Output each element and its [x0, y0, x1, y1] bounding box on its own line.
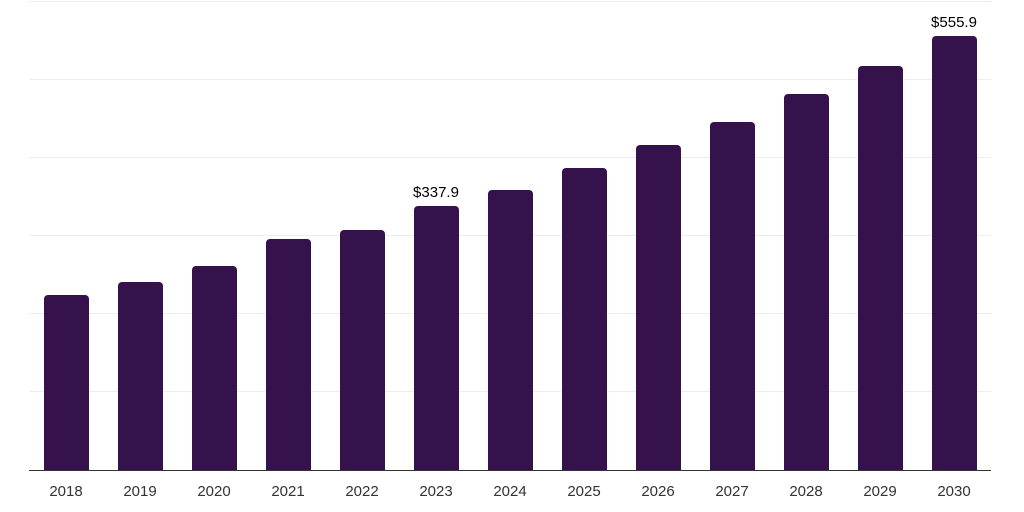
bar-2020	[191, 265, 237, 470]
bar-2022	[339, 229, 385, 470]
gridline	[29, 1, 991, 2]
bar-value-label-2023: $337.9	[413, 184, 459, 202]
x-tick-label-2020: 2020	[197, 483, 231, 500]
x-tick-label-2024: 2024	[493, 483, 527, 500]
bar-value-label-2030: $555.9	[931, 14, 977, 32]
x-tick-label-2025: 2025	[567, 483, 601, 500]
bar-2025	[561, 168, 607, 470]
x-tick-label-2029: 2029	[863, 483, 897, 500]
bar-2019	[117, 282, 163, 470]
x-tick-label-2023: 2023	[419, 483, 453, 500]
x-tick-label-2028: 2028	[789, 483, 823, 500]
bar-2021	[265, 239, 311, 470]
plot-area: $337.9 $555.9	[29, 1, 991, 471]
gridline	[29, 79, 991, 80]
bar-2028	[783, 94, 829, 470]
bar-2026	[635, 144, 681, 470]
bar-2024	[487, 189, 533, 470]
x-tick-label-2019: 2019	[123, 483, 157, 500]
x-tick-label-2027: 2027	[715, 483, 749, 500]
x-tick-label-2030: 2030	[937, 483, 971, 500]
x-tick-label-2018: 2018	[49, 483, 83, 500]
bar-2027	[709, 122, 755, 470]
bar-2030	[931, 36, 977, 470]
x-tick-label-2021: 2021	[271, 483, 305, 500]
x-tick-label-2022: 2022	[345, 483, 379, 500]
bar-2018	[43, 294, 89, 470]
bar-2029	[857, 65, 903, 470]
bar-2023	[413, 206, 459, 470]
x-tick-label-2026: 2026	[641, 483, 675, 500]
gridline	[29, 157, 991, 158]
